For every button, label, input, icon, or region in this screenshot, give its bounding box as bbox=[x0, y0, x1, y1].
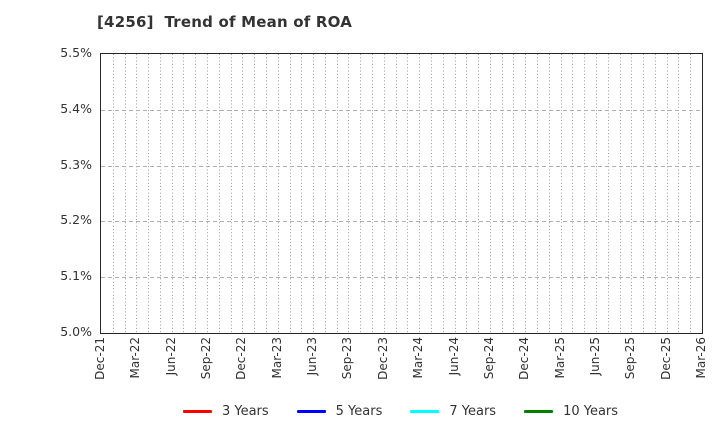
x-axis-tick-label: Jun-25 bbox=[587, 337, 602, 376]
x-axis-tick-label: Mar-23 bbox=[269, 337, 284, 379]
legend-label: 7 Years bbox=[449, 404, 497, 419]
legend-line-swatch bbox=[182, 410, 212, 413]
legend-line-swatch bbox=[524, 410, 554, 413]
x-axis-tick-label: Jun-22 bbox=[163, 337, 178, 376]
x-axis-tick-label: Dec-25 bbox=[658, 337, 673, 380]
legend-item-10-years: 10 Years bbox=[524, 404, 618, 419]
x-axis-tick-label: Dec-21 bbox=[93, 337, 107, 380]
legend-label: 3 Years bbox=[221, 404, 269, 419]
x-axis-tick-label: Mar-26 bbox=[694, 337, 708, 379]
x-axis-tick-label: Jun-24 bbox=[446, 337, 461, 376]
legend-label: 10 Years bbox=[563, 404, 619, 419]
x-axis-tick-label: Dec-24 bbox=[517, 337, 532, 380]
y-axis-tick-label: 5.2% bbox=[60, 212, 92, 228]
legend-item-3-years: 3 Years bbox=[182, 404, 269, 419]
legend-line-swatch bbox=[410, 410, 440, 413]
y-axis-tick-label: 5.5% bbox=[60, 45, 92, 60]
legend-line-swatch bbox=[296, 410, 326, 413]
y-axis-tick-label: 5.0% bbox=[60, 324, 92, 339]
x-axis-tick-label: Sep-25 bbox=[623, 337, 638, 380]
y-axis-tick-label: 5.4% bbox=[60, 100, 92, 116]
legend-item-7-years: 7 Years bbox=[410, 404, 496, 419]
x-axis-tick-label: Sep-22 bbox=[199, 337, 214, 380]
x-axis-tick-label: Mar-24 bbox=[411, 337, 426, 379]
gridlines bbox=[101, 54, 702, 333]
x-axis-tick-label: Mar-22 bbox=[128, 337, 143, 379]
y-axis-tick-label: 5.1% bbox=[60, 268, 92, 284]
chart-title: [4256] Trend of Mean of ROA bbox=[97, 13, 353, 31]
legend: 3 Years 5 Years 7 Years 10 Years bbox=[100, 404, 701, 419]
y-axis-tick-label: 5.3% bbox=[60, 156, 92, 172]
legend-item-5-years: 5 Years bbox=[296, 404, 383, 419]
x-axis-tick-label: Jun-23 bbox=[305, 337, 320, 376]
plot-area bbox=[100, 53, 703, 334]
x-axis-tick-label: Dec-22 bbox=[234, 337, 249, 380]
x-axis-tick-label: Mar-25 bbox=[552, 337, 567, 379]
x-axis-tick-label: Sep-23 bbox=[340, 337, 355, 380]
x-axis-tick-label: Sep-24 bbox=[481, 337, 496, 380]
x-axis-tick-label: Dec-23 bbox=[375, 337, 390, 380]
legend-label: 5 Years bbox=[335, 404, 383, 419]
